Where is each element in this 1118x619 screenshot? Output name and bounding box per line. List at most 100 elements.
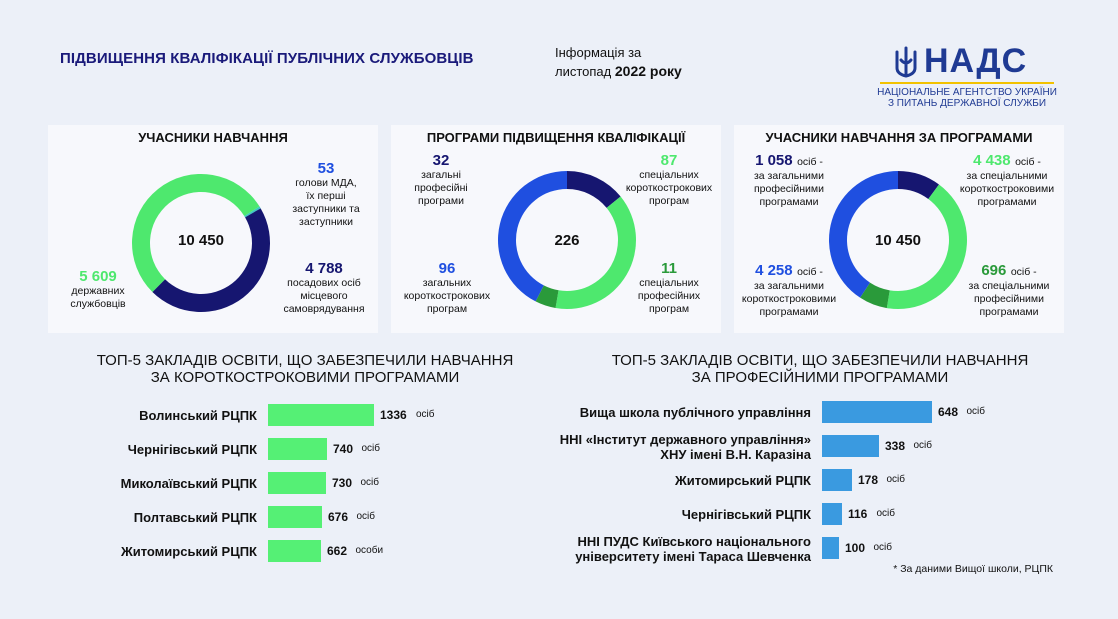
bar-unit: осіб xyxy=(876,508,896,519)
programs-general-prof-desc: загальні професійні програми xyxy=(414,169,468,207)
programs-general-short: 96 загальних короткострокових програм xyxy=(395,260,499,316)
pbp-general-short-desc: за загальними короткостроковими програмами xyxy=(741,280,837,318)
report-period-month: листопад xyxy=(555,64,612,79)
pbp-general-prof-value: 1 058 xyxy=(755,152,793,169)
bar-unit: осіб xyxy=(416,409,435,420)
donut-participants-by-program xyxy=(829,171,967,309)
donut-slice-mda xyxy=(244,206,261,218)
programs-special-prof: 11 спеціальних професійних програм xyxy=(623,260,715,316)
bar-value: 100 xyxy=(845,541,866,555)
panel-participants: УЧАСНИКИ НАВЧАННЯ 10 450 53 голови МДА, ї… xyxy=(48,125,378,333)
bar-label: Волинський РЦПК xyxy=(139,408,257,423)
participants-mda-value: 53 xyxy=(317,160,335,177)
donut-programs-total: 226 xyxy=(554,232,580,249)
report-period-year: 2022 року xyxy=(614,63,682,79)
bar-label-line: ННІ «Інститут державного управління» xyxy=(559,432,811,447)
bar-value: 1336 xyxy=(380,408,407,422)
bar-label: Полтавський РЦПК xyxy=(133,510,257,525)
panel-programs-title: ПРОГРАМИ ПІДВИЩЕННЯ КВАЛІФІКАЦІЇ xyxy=(426,130,686,145)
pbp-special-short-unit: осіб - xyxy=(1015,156,1041,168)
programs-special-prof-desc: спеціальних професійних програм xyxy=(637,277,701,315)
logo-underline xyxy=(880,82,1054,84)
pbp-special-short-value: 4 438 xyxy=(973,152,1011,169)
bar-label: ННІ «Інститут державного управління» ХНУ … xyxy=(511,432,811,462)
pbp-special-short: 4 438 осіб - за спеціальними короткострок… xyxy=(952,152,1062,209)
bar-label: ННІ ПУДС Київського національного універс… xyxy=(511,534,811,564)
bar xyxy=(268,472,326,494)
bar-value: 116 xyxy=(848,507,868,521)
bar-unit: осіб xyxy=(966,406,986,417)
bars-right-title: ТОП-5 ЗАКЛАДІВ ОСВІТИ, ЩО ЗАБЕЗПЕЧИЛИ НА… xyxy=(611,352,1029,386)
logo-text: НАДС xyxy=(924,42,1028,80)
pbp-special-prof-value: 696 xyxy=(981,262,1007,279)
pbp-general-short: 4 258 осіб - за загальними короткостроков… xyxy=(734,262,844,319)
bar-value: 178 xyxy=(858,473,879,487)
donut-slice-special-professional xyxy=(535,285,559,309)
programs-special-short-desc: спеціальних короткострокових програм xyxy=(625,169,713,207)
donut-slice-general-professional xyxy=(898,171,939,199)
bar-label: Чернігівський РЦПК xyxy=(681,507,811,522)
panel-programs: ПРОГРАМИ ПІДВИЩЕННЯ КВАЛІФІКАЦІЇ 226 32 … xyxy=(391,125,721,333)
donut-participants-by-program-total: 10 450 xyxy=(875,232,921,249)
bar-unit: осіб xyxy=(913,440,933,451)
bar xyxy=(268,438,327,460)
donut-slice-civil-servants xyxy=(132,174,260,292)
pbp-general-prof-unit: осіб - xyxy=(797,156,823,168)
programs-general-prof: 32 загальні професійні програми xyxy=(393,152,489,208)
programs-general-short-desc: загальних короткострокових програм xyxy=(403,277,491,315)
donut-slice-special-short xyxy=(555,196,636,309)
pbp-special-short-desc: за спеціальними короткостроковими програма… xyxy=(959,170,1055,208)
bar xyxy=(268,404,374,426)
programs-special-prof-value: 11 xyxy=(661,260,677,277)
participants-civil: 5 609 державних службовців xyxy=(56,268,140,311)
bar-value: 338 xyxy=(885,439,906,453)
trident-icon xyxy=(895,46,917,78)
participants-mda: 53 голови МДА, їх перші заступники та засту… xyxy=(284,160,368,229)
report-period: Інформація за листопад 2022 року xyxy=(555,44,682,81)
pbp-general-prof-desc: за загальними професійними програмами xyxy=(753,170,825,208)
donut-slice-general-short xyxy=(829,171,898,298)
pbp-special-prof-unit: осіб - xyxy=(1010,266,1037,278)
bar-unit: осіб xyxy=(886,474,906,485)
panel-participants-title: УЧАСНИКИ НАВЧАННЯ xyxy=(138,130,288,145)
bar xyxy=(822,435,879,457)
bar-value: 730 xyxy=(332,476,353,490)
bar xyxy=(822,401,932,423)
bar xyxy=(822,503,842,525)
bar-label-line: ННІ ПУДС Київського національного xyxy=(577,534,811,549)
bar-value: 676 xyxy=(328,510,349,524)
bar-unit: особи xyxy=(355,545,384,556)
bar xyxy=(268,540,321,562)
bar-value: 662 xyxy=(327,544,348,558)
donut-programs xyxy=(498,171,636,309)
bar-unit: осіб xyxy=(356,511,376,522)
bar xyxy=(822,469,852,491)
panel-participants-by-program: УЧАСНИКИ НАВЧАННЯ ЗА ПРОГРАМАМИ 10 450 1… xyxy=(734,125,1064,333)
participants-local-desc: посадових осіб місцевого самоврядування xyxy=(283,277,365,315)
donut-slice-local-government xyxy=(152,208,270,312)
page-title: ПІДВИЩЕННЯ КВАЛІФІКАЦІЇ ПУБЛІЧНИХ СЛУЖБО… xyxy=(60,50,474,67)
participants-civil-value: 5 609 xyxy=(79,268,117,285)
donut-slice-general-professional xyxy=(567,171,621,208)
bar-label: Житомирський РЦПК xyxy=(674,473,811,488)
programs-general-prof-value: 32 xyxy=(432,152,450,169)
panel-participants-by-program-title: УЧАСНИКИ НАВЧАННЯ ЗА ПРОГРАМАМИ xyxy=(765,130,1033,145)
pbp-general-prof: 1 058 осіб - за загальними професійними пр… xyxy=(734,152,844,209)
footnote: * За даними Вищої школи, РЦПК xyxy=(893,563,1053,575)
donut-slice-special-short xyxy=(886,184,967,309)
bar-unit: осіб xyxy=(361,443,381,454)
donut-slice-special-professional xyxy=(860,282,890,309)
bar-unit: осіб xyxy=(360,477,380,488)
pbp-special-prof-desc: за спеціальними професійними програмами xyxy=(968,280,1050,318)
participants-local: 4 788 посадових осіб місцевого самоврядува… xyxy=(276,260,372,316)
participants-civil-desc: державних службовців xyxy=(70,285,126,310)
participants-local-value: 4 788 xyxy=(305,260,343,277)
bar-label: Миколаївський РЦПК xyxy=(120,476,257,491)
bar-label-line: ХНУ імені В.Н. Каразіна xyxy=(660,447,811,462)
donut-participants-total: 10 450 xyxy=(178,232,224,249)
pbp-general-short-unit: осіб - xyxy=(797,266,823,278)
bar-label: Вища школа публічного управління xyxy=(579,405,811,420)
bar-value: 740 xyxy=(333,442,354,456)
pbp-general-short-value: 4 258 xyxy=(755,262,793,279)
bar-label-line: університету імені Тараса Шевченка xyxy=(575,549,811,564)
